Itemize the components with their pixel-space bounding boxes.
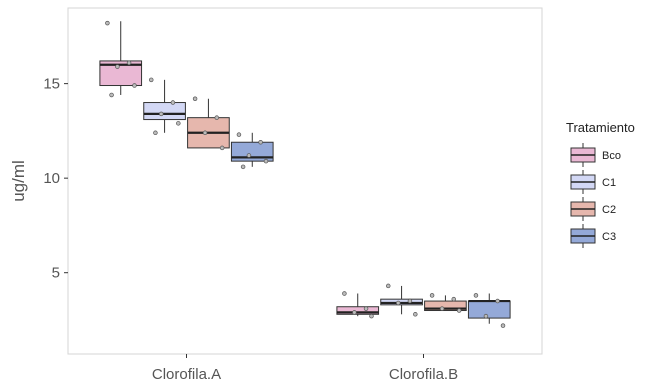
data-point <box>457 309 461 313</box>
legend-label: Bco <box>602 150 621 162</box>
data-point <box>408 299 412 303</box>
y-tick-label: 5 <box>52 265 60 282</box>
data-point <box>133 84 137 88</box>
data-point <box>343 292 347 296</box>
data-point <box>159 112 163 116</box>
data-point <box>452 297 456 301</box>
box-body <box>468 301 510 318</box>
data-point <box>176 121 180 125</box>
data-point <box>484 314 488 318</box>
data-point <box>203 131 207 135</box>
data-point <box>474 293 478 297</box>
data-point <box>193 97 197 101</box>
data-point <box>364 307 368 311</box>
data-point <box>370 314 374 318</box>
data-point <box>496 299 500 303</box>
x-tick-label: Clorofila.B <box>389 366 458 383</box>
data-point <box>154 131 158 135</box>
data-point <box>149 78 153 82</box>
legend: Tratamiento Bco C1 C2 C3 <box>566 120 635 248</box>
data-point <box>241 165 245 169</box>
data-point <box>116 65 120 69</box>
data-point <box>110 93 114 97</box>
data-point <box>237 133 241 137</box>
data-point <box>259 140 263 144</box>
x-tick-label: Clorofila.A <box>152 366 221 383</box>
legend-label: C3 <box>602 231 616 243</box>
data-point <box>171 101 175 105</box>
y-tick-label: 15 <box>43 76 60 93</box>
data-point <box>430 293 434 297</box>
y-axis-title: ug/ml <box>9 160 28 202</box>
y-axis: 5 10 15 <box>43 76 68 282</box>
legend-item-bco: Bco <box>571 143 621 167</box>
data-point <box>353 311 357 315</box>
legend-item-c3: C3 <box>571 224 616 248</box>
x-axis: Clorofila.A Clorofila.B <box>152 354 458 383</box>
legend-label: C1 <box>602 177 616 189</box>
data-point <box>440 307 444 311</box>
data-point <box>127 61 131 65</box>
y-tick-label: 10 <box>43 170 60 187</box>
data-point <box>264 159 268 163</box>
box-body <box>144 103 186 120</box>
data-point <box>220 146 224 150</box>
data-point <box>247 154 251 158</box>
legend-item-c1: C1 <box>571 170 616 194</box>
legend-label: C2 <box>602 204 616 216</box>
legend-item-c2: C2 <box>571 197 616 221</box>
legend-title: Tratamiento <box>566 120 635 135</box>
data-point <box>215 116 219 120</box>
data-point <box>396 301 400 305</box>
data-point <box>501 324 505 328</box>
data-point <box>106 21 110 25</box>
data-point <box>413 312 417 316</box>
data-point <box>386 284 390 288</box>
